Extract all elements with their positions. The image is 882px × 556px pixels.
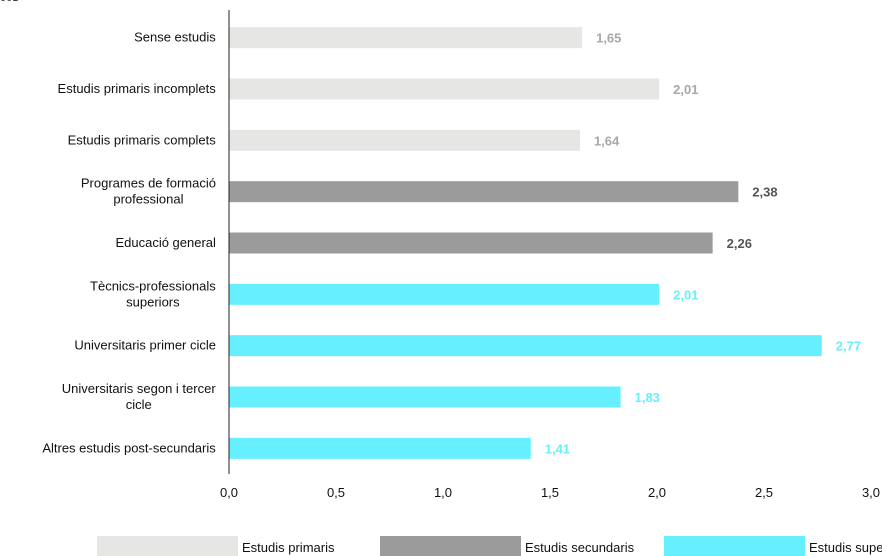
x-tick-label: 2,5: [755, 485, 773, 500]
axes-layer: Sense estudis Estudis primaris incomplets…: [42, 10, 880, 500]
category-label: Tècnics-professionals superiors: [90, 278, 216, 309]
category-label: Educació general: [115, 235, 216, 250]
corner-text: 001: [0, 0, 18, 4]
bars-layer: 1,65 2,01 1,64 2,38 2,26 2,01 2,77 1,83 1,41: [229, 27, 861, 459]
legend-label: Estudis secundaris: [525, 540, 635, 555]
bar: [229, 78, 660, 100]
category-label: Sense estudis: [134, 30, 216, 45]
bar: [229, 181, 739, 203]
legend-label: Estudis primaris: [242, 540, 335, 555]
x-tick-label: 0,5: [327, 485, 345, 500]
category-label: Altres estudis post-secundaris: [42, 440, 216, 455]
value-label: 2,77: [836, 339, 861, 354]
category-label: Universitaris segon i tercer cicle: [62, 381, 217, 412]
category-label: Programes de formació professional: [81, 176, 216, 207]
legend-swatch: [664, 536, 805, 556]
x-tick-label: 1,0: [434, 485, 452, 500]
bar: [229, 437, 531, 459]
legend-swatch: [97, 536, 238, 556]
bar: [229, 386, 621, 408]
value-label: 1,83: [635, 390, 660, 405]
x-tick-label: 0,0: [220, 485, 238, 500]
category-label: Estudis primaris complets: [68, 132, 217, 147]
legend-label: Estudis superiors: [809, 540, 882, 555]
category-label: Universitaris primer cicle: [74, 338, 216, 353]
category-label: Estudis primaris incomplets: [58, 81, 217, 96]
bar: [229, 232, 713, 254]
value-label: 2,01: [673, 82, 698, 97]
legend-swatch: [380, 536, 521, 556]
x-tick-label: 2,0: [648, 485, 666, 500]
value-label: 1,41: [545, 441, 570, 456]
value-label: 1,64: [594, 133, 620, 148]
bar: [229, 283, 660, 305]
value-label: 1,65: [596, 31, 621, 46]
x-tick-label: 3,0: [862, 485, 880, 500]
bar: [229, 129, 580, 151]
value-label: 2,26: [727, 236, 752, 251]
x-tick-label: 1,5: [541, 485, 559, 500]
legend: Estudis primaris Estudis secundaris Estudi…: [97, 536, 882, 556]
value-label: 2,01: [673, 287, 698, 302]
bar: [229, 27, 583, 49]
value-label: 2,38: [752, 185, 777, 200]
bar: [229, 335, 822, 357]
